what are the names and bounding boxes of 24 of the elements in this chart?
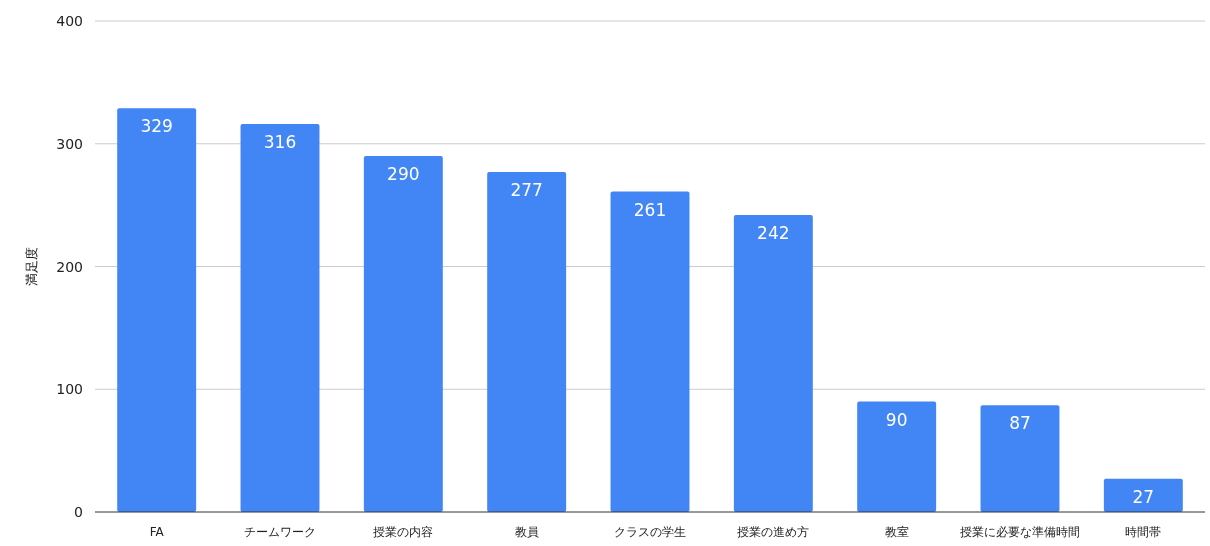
y-tick-label: 100	[56, 381, 83, 398]
data-label: 242	[757, 222, 790, 243]
y-tick-label: 400	[56, 13, 83, 29]
y-tick-label: 200	[56, 258, 83, 275]
data-label: 316	[263, 132, 297, 153]
y-tick-label: 0	[74, 504, 83, 520]
x-tick-label: 授業の進め方	[737, 525, 810, 539]
x-tick-label: 時間帯	[1125, 525, 1162, 539]
data-label: 261	[633, 199, 667, 220]
data-label: 329	[140, 116, 173, 137]
data-label: 90	[885, 409, 908, 430]
x-tick-label: チームワーク	[244, 525, 316, 539]
x-tick-label: 教室	[884, 525, 909, 539]
y-tick-label: 300	[56, 135, 83, 152]
data-label: 27	[1132, 486, 1155, 507]
data-label: 290	[387, 164, 420, 185]
x-tick-label: 教員	[514, 525, 539, 539]
y-axis-title: 満足度	[24, 247, 39, 286]
x-tick-label: 授業に必要な準備時間	[960, 525, 1080, 539]
data-label: 87	[1009, 413, 1031, 434]
x-tick-label: クラスの学生	[614, 525, 686, 539]
data-label: 277	[510, 179, 543, 200]
x-tick-label: 授業の内容	[373, 525, 434, 539]
x-tick-label: FA	[149, 525, 165, 539]
